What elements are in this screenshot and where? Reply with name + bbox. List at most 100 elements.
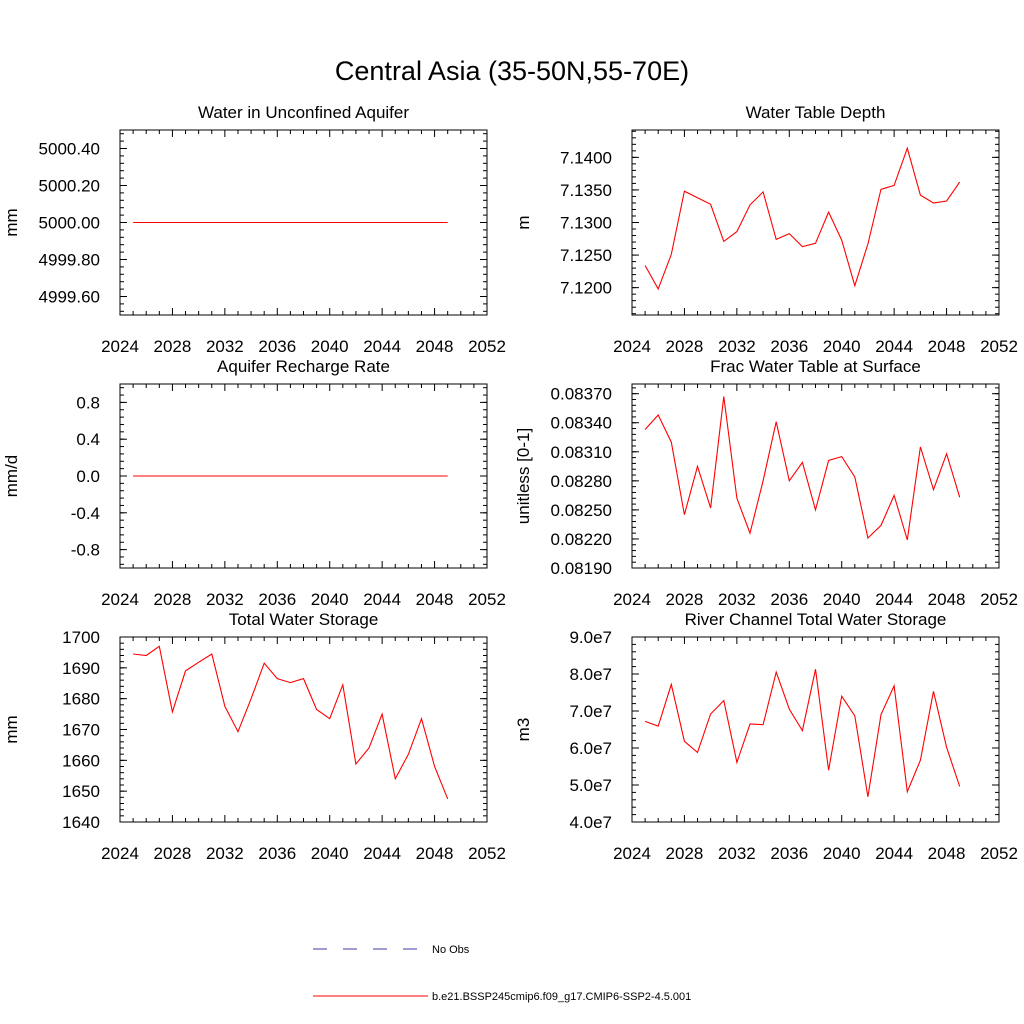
y-tick-label: 7.1200 xyxy=(560,279,612,298)
plot-frame xyxy=(631,129,1000,316)
series-line xyxy=(644,396,961,541)
x-tick-label: 2036 xyxy=(258,844,296,863)
panel-2: Water Table Depth m 2024 2028 2032 2036 2040 20… xyxy=(514,103,1018,356)
x-tick-label: 2036 xyxy=(770,590,808,609)
y-tick-label: 0.08250 xyxy=(551,501,612,520)
x-tick-label: 2040 xyxy=(823,844,861,863)
y-tick-label: 6.0e7 xyxy=(569,739,612,758)
panel-title: Aquifer Recharge Rate xyxy=(217,357,390,376)
x-tick-label: 2028 xyxy=(154,844,192,863)
x-tick-label: 2044 xyxy=(363,590,401,609)
x-tick-label: 2044 xyxy=(875,844,913,863)
y-tick-label: 4999.60 xyxy=(39,288,100,307)
x-tick-label: 2040 xyxy=(823,337,861,356)
y-tick-label: 1650 xyxy=(62,782,100,801)
x-tick-label: 2032 xyxy=(718,337,756,356)
y-tick-label: 7.1350 xyxy=(560,181,612,200)
x-tick-label: 2032 xyxy=(718,590,756,609)
y-axis-label: m3 xyxy=(514,718,533,742)
y-axis-label: m xyxy=(514,215,533,229)
x-tick-label: 2044 xyxy=(875,337,913,356)
x-tick-label: 2028 xyxy=(154,337,192,356)
legend: No Obs b.e21.BSSP245cmip6.f09_g17.CMIP6-… xyxy=(313,944,691,1003)
y-tick-label: 1680 xyxy=(62,690,100,709)
x-tick-label: 2048 xyxy=(928,590,966,609)
y-tick-label: 7.1400 xyxy=(560,148,612,167)
panel-title: River Channel Total Water Storage xyxy=(685,610,947,629)
x-tick-label: 2048 xyxy=(928,844,966,863)
x-tick-label: 2032 xyxy=(206,844,244,863)
page-title: Central Asia (35-50N,55-70E) xyxy=(334,56,690,86)
series-line xyxy=(644,669,961,797)
plot-frame xyxy=(631,383,1000,569)
panel-title: Water Table Depth xyxy=(746,103,886,122)
y-tick-label: 7.1250 xyxy=(560,246,612,265)
y-tick-label: 1640 xyxy=(62,813,100,832)
x-tick-label: 2028 xyxy=(666,844,704,863)
plot-frame xyxy=(631,636,1000,823)
y-tick-label: 1660 xyxy=(62,751,100,770)
x-tick-label: 2028 xyxy=(154,590,192,609)
x-tick-label: 2032 xyxy=(718,844,756,863)
x-tick-label: 2032 xyxy=(206,337,244,356)
y-tick-label: 7.1300 xyxy=(560,214,612,233)
y-tick-label: 0.08340 xyxy=(551,414,612,433)
y-tick-label: 4.0e7 xyxy=(569,813,612,832)
x-tick-label: 2052 xyxy=(468,844,506,863)
y-axis-label: mm xyxy=(2,715,21,743)
series-line xyxy=(644,146,961,291)
x-tick-label: 2052 xyxy=(980,337,1018,356)
y-tick-label: -0.8 xyxy=(71,541,100,560)
y-tick-label: 0.8 xyxy=(76,393,100,412)
y-tick-label: 5000.40 xyxy=(39,140,100,159)
y-tick-label: 1690 xyxy=(62,659,100,678)
panel-6: River Channel Total Water Storage m3 2024 2… xyxy=(514,610,1018,863)
x-tick-label: 2024 xyxy=(101,590,139,609)
x-tick-label: 2024 xyxy=(613,844,651,863)
panel-4: Frac Water Table at Surface unitless [0-1… xyxy=(514,357,1018,609)
x-tick-label: 2044 xyxy=(875,590,913,609)
legend-model-label: b.e21.BSSP245cmip6.f09_g17.CMIP6-SSP2-4.… xyxy=(432,991,691,1003)
x-tick-label: 2044 xyxy=(363,844,401,863)
y-tick-label: 1700 xyxy=(62,628,100,647)
panel-3: Aquifer Recharge Rate mm/d 2024 2028 2032 203… xyxy=(2,357,506,609)
plot-frame xyxy=(119,636,488,823)
y-tick-label: 5.0e7 xyxy=(569,776,612,795)
y-tick-label: 0.0 xyxy=(76,467,100,486)
y-tick-label: 0.08190 xyxy=(551,559,612,578)
y-tick-label: 5000.00 xyxy=(39,214,100,233)
y-tick-label: -0.4 xyxy=(71,504,100,523)
series-line xyxy=(133,645,449,800)
x-tick-label: 2024 xyxy=(101,337,139,356)
panel-5: Total Water Storage mm 2024 2028 2032 2036 204… xyxy=(2,610,506,863)
x-tick-label: 2048 xyxy=(416,844,454,863)
y-tick-label: 9.0e7 xyxy=(569,628,612,647)
x-tick-label: 2044 xyxy=(363,337,401,356)
x-tick-label: 2024 xyxy=(101,844,139,863)
y-tick-label: 8.0e7 xyxy=(569,665,612,684)
x-tick-label: 2036 xyxy=(770,337,808,356)
panel-title: Frac Water Table at Surface xyxy=(710,357,921,376)
y-axis-label: mm/d xyxy=(2,455,21,498)
x-tick-label: 2048 xyxy=(416,337,454,356)
y-axis-label: mm xyxy=(2,208,21,236)
x-tick-label: 2040 xyxy=(311,590,349,609)
x-tick-label: 2028 xyxy=(666,337,704,356)
y-tick-label: 0.08310 xyxy=(551,443,612,462)
y-tick-label: 0.08220 xyxy=(551,530,612,549)
y-tick-label: 0.08370 xyxy=(551,385,612,404)
x-tick-label: 2024 xyxy=(613,590,651,609)
x-tick-label: 2052 xyxy=(468,590,506,609)
y-tick-label: 1670 xyxy=(62,721,100,740)
x-tick-label: 2036 xyxy=(258,590,296,609)
x-tick-label: 2036 xyxy=(258,337,296,356)
x-tick-label: 2024 xyxy=(613,337,651,356)
x-tick-label: 2052 xyxy=(980,590,1018,609)
x-tick-label: 2028 xyxy=(666,590,704,609)
x-tick-label: 2048 xyxy=(928,337,966,356)
y-tick-label: 0.4 xyxy=(76,430,100,449)
panel-1: Water in Unconfined Aquifer mm 2024 2028 203… xyxy=(2,103,506,356)
x-tick-label: 2048 xyxy=(416,590,454,609)
y-tick-label: 5000.20 xyxy=(39,177,100,196)
